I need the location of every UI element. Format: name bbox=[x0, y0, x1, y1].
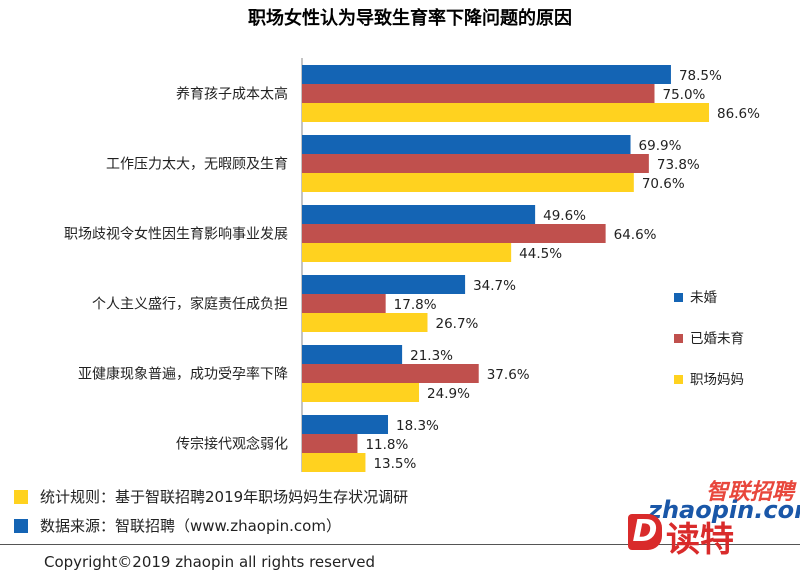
value-label: 49.6% bbox=[543, 208, 586, 224]
legend-swatch bbox=[674, 293, 683, 302]
statistics-rule-text: 统计规则：基于智联招聘2019年职场妈妈生存状况调研 bbox=[40, 488, 409, 506]
footer-divider bbox=[0, 544, 800, 545]
value-label: 70.6% bbox=[642, 176, 685, 192]
legend-swatch bbox=[674, 334, 683, 343]
bar bbox=[302, 415, 389, 434]
legend-label: 职场妈妈 bbox=[690, 372, 744, 388]
bar bbox=[302, 173, 634, 192]
value-label: 17.8% bbox=[394, 297, 437, 313]
value-label: 44.5% bbox=[519, 246, 562, 262]
value-label: 69.9% bbox=[639, 138, 682, 154]
value-label: 21.3% bbox=[410, 348, 453, 364]
category-labels: 养育孩子成本太高工作压力太大，无暇顾及生育职场歧视令女性因生育影响事业发展个人主… bbox=[64, 86, 288, 453]
legend-label: 已婚未育 bbox=[690, 331, 744, 347]
rule-swatch bbox=[14, 489, 28, 504]
value-label: 18.3% bbox=[396, 418, 439, 434]
chart-title: 职场女性认为导致生育率下降问题的原因 bbox=[248, 7, 572, 29]
bar-chart: 职场女性认为导致生育率下降问题的原因 养育孩子成本太高工作压力太大，无暇顾及生育… bbox=[64, 7, 760, 472]
value-label: 64.6% bbox=[614, 227, 657, 243]
value-labels: 78.5% 75.0% 86.6% 69.9% 73.8% 70.6% 49.6% 64.6%… bbox=[365, 68, 760, 472]
bar bbox=[302, 364, 479, 383]
value-label: 75.0% bbox=[663, 87, 706, 103]
bar bbox=[302, 243, 512, 262]
watermark-badge-text: 读特 bbox=[666, 520, 734, 560]
copyright-text: Copyright©2019 zhaopin all rights reserv… bbox=[44, 553, 375, 571]
data-source-note: 数据来源：智联招聘（www.zhaopin.com） bbox=[14, 515, 341, 536]
value-label: 26.7% bbox=[435, 316, 478, 332]
bar bbox=[302, 383, 420, 402]
bar bbox=[302, 294, 386, 313]
bar bbox=[302, 154, 649, 173]
category-label: 传宗接代观念弱化 bbox=[176, 436, 288, 453]
category-label: 工作压力太大，无暇顾及生育 bbox=[106, 157, 288, 173]
statistics-rule-note: 统计规则：基于智联招聘2019年职场妈妈生存状况调研 bbox=[14, 486, 408, 507]
value-label: 24.9% bbox=[427, 386, 470, 402]
category-label: 个人主义盛行，家庭责任成负担 bbox=[92, 296, 288, 313]
legend-swatch bbox=[674, 375, 683, 384]
source-swatch bbox=[14, 518, 28, 533]
value-label: 73.8% bbox=[657, 157, 700, 173]
legend-label: 未婚 bbox=[690, 290, 718, 306]
bar bbox=[302, 275, 466, 294]
bar bbox=[302, 84, 655, 103]
bar bbox=[302, 453, 366, 472]
bar bbox=[302, 205, 536, 224]
watermark-badge-letter: D bbox=[628, 514, 662, 550]
bar bbox=[302, 224, 606, 243]
data-source-text: 数据来源：智联招聘（www.zhaopin.com） bbox=[40, 517, 341, 535]
bar bbox=[302, 135, 631, 154]
bar bbox=[302, 434, 358, 453]
value-label: 37.6% bbox=[487, 367, 530, 383]
value-label: 78.5% bbox=[679, 68, 722, 84]
value-label: 86.6% bbox=[717, 106, 760, 122]
bar bbox=[302, 313, 428, 332]
value-label: 11.8% bbox=[365, 437, 408, 453]
bar bbox=[302, 103, 710, 122]
bar bbox=[302, 345, 403, 364]
category-label: 亚健康现象普遍，成功受孕率下降 bbox=[78, 366, 288, 383]
bar bbox=[302, 65, 671, 84]
category-label: 职场歧视令女性因生育影响事业发展 bbox=[64, 226, 288, 243]
watermark-brand-en: zhaopin.com bbox=[648, 496, 800, 524]
watermark-brand-cn: 智联招聘 bbox=[706, 480, 795, 505]
value-label: 13.5% bbox=[373, 456, 416, 472]
bars bbox=[302, 65, 710, 472]
value-label: 34.7% bbox=[473, 278, 516, 294]
category-label: 养育孩子成本太高 bbox=[176, 86, 288, 103]
